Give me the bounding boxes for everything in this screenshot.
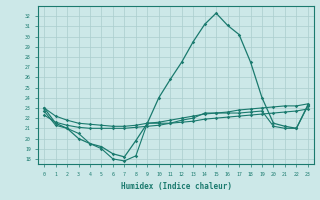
X-axis label: Humidex (Indice chaleur): Humidex (Indice chaleur) bbox=[121, 182, 231, 191]
